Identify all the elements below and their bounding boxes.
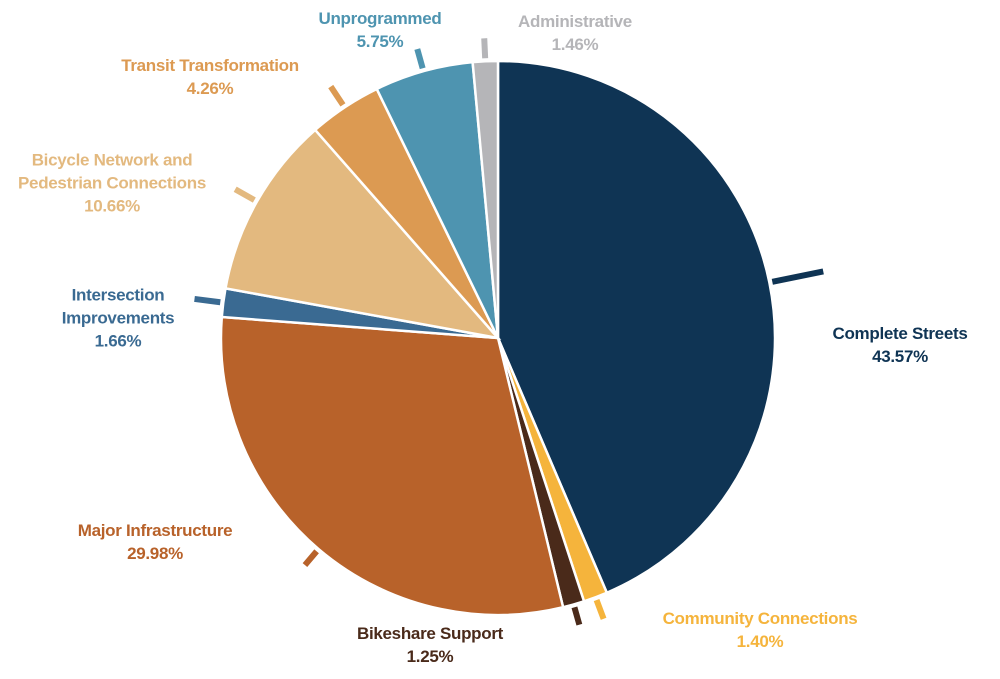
- leader-line: [593, 599, 607, 620]
- leader-line: [194, 295, 221, 306]
- slice-label: Bicycle Network and Pedestrian Connectio…: [5, 149, 220, 218]
- value-label: 1.66%: [94, 331, 142, 351]
- leader-line: [302, 549, 319, 567]
- value-label: 29.98%: [127, 544, 183, 563]
- leader-line: [571, 606, 583, 626]
- slice-label: Complete Streets 43.57%: [825, 322, 975, 368]
- slice-label: Community Connections 1.40%: [640, 607, 880, 653]
- slice-label: Intersection Improvements 1.66%: [48, 284, 188, 353]
- category-label: Intersection Improvements: [61, 285, 175, 328]
- pie-slice: [471, 59, 500, 339]
- leader-line: [771, 268, 824, 285]
- category-label: Transit Transformation: [121, 56, 299, 75]
- category-label: Community Connections: [662, 609, 858, 628]
- pie-slice: [219, 315, 565, 617]
- category-label: Unprogrammed: [318, 9, 442, 28]
- slice-label: Bikeshare Support 1.25%: [330, 622, 530, 668]
- slice-label: Transit Transformation 4.26%: [95, 54, 325, 100]
- value-label: 5.75%: [356, 32, 404, 51]
- leader-line: [481, 38, 489, 59]
- value-label: 43.57%: [872, 347, 928, 366]
- pie-slice: [224, 128, 502, 340]
- value-label: 10.66%: [84, 196, 140, 216]
- slice-label: Major Infrastructure 29.98%: [55, 519, 255, 565]
- category-label: Bikeshare Support: [356, 624, 504, 643]
- pie-slice: [496, 59, 777, 595]
- value-label: 1.25%: [406, 647, 454, 666]
- leader-line: [233, 186, 256, 203]
- value-label: 1.40%: [736, 632, 784, 651]
- slice-label: Administrative 1.46%: [495, 10, 655, 56]
- category-label: Complete Streets: [832, 324, 968, 343]
- value-label: 4.26%: [186, 79, 234, 98]
- category-label: Major Infrastructure: [77, 521, 233, 540]
- category-label: Administrative: [518, 12, 632, 31]
- leader-line: [414, 48, 426, 70]
- slice-label: Unprogrammed 5.75%: [300, 7, 460, 53]
- leader-line: [328, 84, 346, 107]
- value-label: 1.46%: [551, 35, 599, 54]
- category-label: Bicycle Network and Pedestrian Connectio…: [18, 150, 206, 193]
